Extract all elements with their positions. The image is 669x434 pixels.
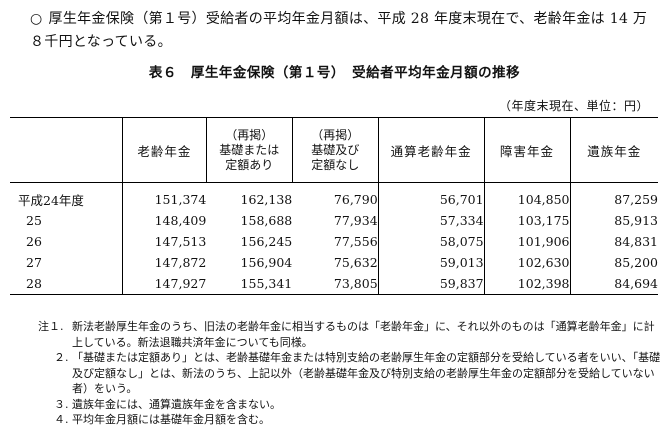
header-shogai: 障害年金 (483, 117, 570, 183)
row-label: 28 (10, 273, 123, 295)
cell-sub1: 162,138 (240, 192, 293, 207)
cell-izoku: 85,913 (569, 210, 658, 231)
cell-shogai: 101,906 (483, 231, 570, 252)
table-row: 27 147,872 156,904 75,632 59,013 102,630… (10, 252, 658, 273)
header-izoku: 遺族年金 (569, 117, 658, 183)
cell-sub1: 155,341 (240, 276, 293, 291)
unit-note: （年度末現在、単位：円） (498, 99, 649, 113)
header-sub1-line3: 定額あり (225, 157, 274, 172)
cell-tsusan: 59,013 (377, 252, 485, 273)
cell-sub2: 77,934 (333, 213, 378, 228)
row-label: 平成24年度 (10, 182, 123, 210)
row-label: 26 (10, 231, 123, 252)
header-rougo: 老齢年金 (122, 117, 207, 183)
cell-izoku: 85,200 (569, 252, 658, 273)
cell-shogai: 103,175 (483, 210, 570, 231)
cell-tsusan: 58,075 (377, 231, 485, 252)
header-sub1-line2: 基礎または (219, 142, 280, 157)
header-tsusan: 通算老齢年金 (377, 117, 485, 183)
table-row: 25 148,409 158,688 77,934 57,334 103,175… (10, 210, 658, 231)
intro-text: 厚生年金保険（第１号）受給者の平均年金月額は、平成 28 年度末現在で、老齢年金… (30, 11, 648, 50)
cell-rougo: 148,409 (154, 213, 207, 228)
footnote-text: 遺族年金には、通算遺族年金を含まない。 (72, 397, 281, 411)
cell-rougo: 147,872 (154, 255, 207, 270)
cell-izoku: 84,694 (569, 273, 658, 295)
row-label: 27 (10, 252, 123, 273)
footnote-marker: ４. (54, 413, 69, 426)
footnote-text: 新法老齢厚生年金のうち、旧法の老齢年金に相当するものは「老齢年金」に、それ以外の… (72, 320, 655, 349)
footnote-marker: ２. (54, 351, 69, 364)
cell-tsusan: 57,334 (377, 210, 485, 231)
footnote-marker: 注１. (38, 320, 64, 333)
cell-shogai: 102,398 (483, 273, 570, 295)
bullet-icon: ○ (30, 11, 43, 27)
header-sub2: （再掲） 基礎及び 定額なし (291, 117, 379, 183)
header-sub2-line2: 基礎及び (311, 142, 360, 157)
header-blank (10, 117, 123, 183)
pension-table: 老齢年金 （再掲） 基礎または 定額あり （再掲） 基礎及び 定額なし 通算老齢… (10, 117, 658, 295)
cell-sub1: 156,245 (240, 234, 293, 249)
footnote: 注１. 新法老齢厚生年金のうち、旧法の老齢年金に相当するものは「老齢年金」に、そ… (38, 319, 663, 350)
footnotes: 注１. 新法老齢厚生年金のうち、旧法の老齢年金に相当するものは「老齢年金」に、そ… (38, 319, 663, 428)
cell-izoku: 87,259 (569, 182, 658, 210)
table-row: 平成24年度 151,374 162,138 76,790 56,701 104… (10, 182, 658, 210)
footnote-text: 「基礎または定額あり」とは、老齢基礎年金または特別支給の老齢厚生年金の定額部分を… (72, 351, 661, 395)
header-sub2-line1: （再掲） (311, 127, 360, 142)
cell-tsusan: 59,837 (377, 273, 485, 295)
footnote: ３. 遺族年金には、通算遺族年金を含まない。 (38, 397, 663, 413)
cell-sub2: 73,805 (333, 276, 378, 291)
cell-rougo: 151,374 (154, 192, 207, 207)
cell-sub1: 156,904 (240, 255, 293, 270)
table-row: 26 147,513 156,245 77,556 58,075 101,906… (10, 231, 658, 252)
row-label: 25 (10, 210, 123, 231)
table-title: 表６ 厚生年金保険（第１号） 受給者平均年金月額の推移 (148, 65, 521, 81)
cell-shogai: 102,630 (483, 252, 570, 273)
cell-tsusan: 56,701 (377, 182, 485, 210)
cell-sub2: 77,556 (333, 234, 378, 249)
cell-sub2: 75,632 (333, 255, 378, 270)
intro-paragraph: ○ 厚生年金保険（第１号）受給者の平均年金月額は、平成 28 年度末現在で、老齢年… (30, 8, 660, 54)
header-row: 老齢年金 （再掲） 基礎または 定額あり （再掲） 基礎及び 定額なし 通算老齢… (10, 117, 658, 183)
table-row: 28 147,927 155,341 73,805 59,837 102,398… (10, 273, 658, 295)
cell-sub1: 158,688 (240, 213, 293, 228)
header-sub2-line3: 定額なし (311, 157, 360, 172)
footnote: ４. 平均年金月額には基礎年金月額を含む。 (38, 412, 663, 428)
cell-rougo: 147,513 (154, 234, 207, 249)
footnote-marker: ３. (54, 397, 69, 411)
cell-izoku: 84,831 (569, 231, 658, 252)
header-sub1-line1: （再掲） (225, 127, 274, 142)
footnote-text: 平均年金月額には基礎年金月額を含む。 (72, 413, 270, 426)
cell-sub2: 76,790 (333, 192, 378, 207)
cell-rougo: 147,927 (154, 276, 207, 291)
cell-shogai: 104,850 (483, 182, 570, 210)
header-sub1: （再掲） 基礎または 定額あり (205, 117, 293, 183)
footnote: ２. 「基礎または定額あり」とは、老齢基礎年金または特別支給の老齢厚生年金の定額… (38, 350, 663, 397)
